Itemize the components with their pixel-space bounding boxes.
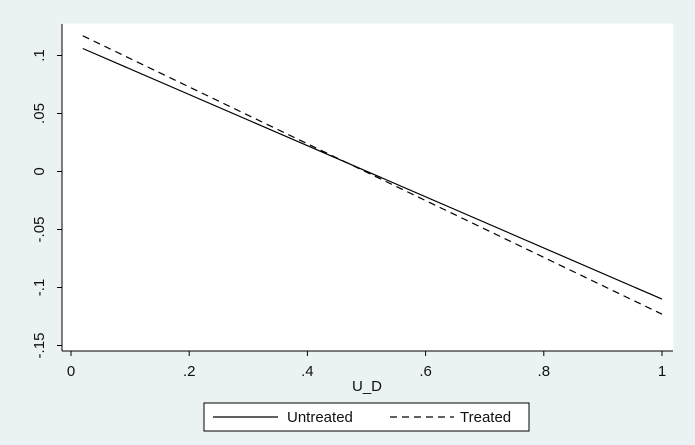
series-layer bbox=[82, 35, 663, 315]
x-tick-label: 0 bbox=[67, 363, 75, 380]
y-tick-label: .05 bbox=[31, 103, 48, 124]
legend-label-untreated: Untreated bbox=[287, 409, 353, 426]
y-tick-label: 0 bbox=[31, 167, 48, 175]
x-tick-label: .6 bbox=[419, 363, 432, 380]
x-axis-ticks: 0 .2 .4 .6 .8 1 bbox=[67, 351, 666, 380]
x-tick-label: .2 bbox=[183, 363, 196, 380]
y-tick-label: .1 bbox=[31, 49, 48, 62]
x-tick-label: 1 bbox=[658, 363, 666, 380]
y-tick-label: -.15 bbox=[31, 333, 48, 359]
x-tick-label: .4 bbox=[301, 363, 314, 380]
plot-area bbox=[61, 23, 674, 352]
x-axis-title: U_D bbox=[352, 378, 382, 395]
y-tick-label: -.05 bbox=[31, 217, 48, 243]
series-line-untreated bbox=[82, 47, 663, 300]
legend: Untreated Treated bbox=[203, 402, 530, 432]
y-tick-label: -.1 bbox=[31, 279, 48, 297]
x-tick-label: .8 bbox=[538, 363, 551, 380]
legend-label-treated: Treated bbox=[460, 409, 511, 426]
y-axis-ticks: .1 .05 0 -.05 -.1 -.15 bbox=[31, 49, 62, 358]
